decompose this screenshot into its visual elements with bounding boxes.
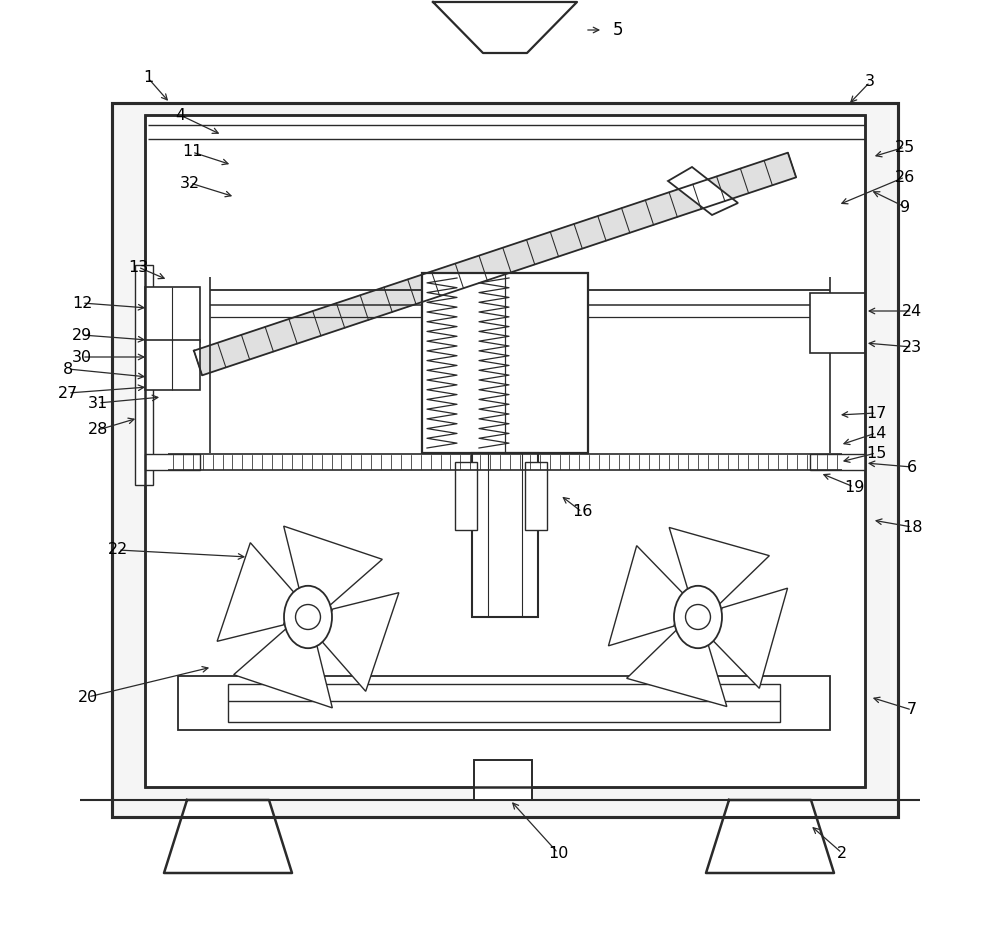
Text: 14: 14 — [866, 426, 886, 440]
Bar — [422, 273, 588, 453]
Bar — [472, 453, 538, 617]
Text: 20: 20 — [78, 689, 98, 705]
Text: 10: 10 — [548, 845, 568, 860]
Text: 17: 17 — [866, 405, 886, 421]
Text: 3: 3 — [865, 75, 875, 90]
Text: 18: 18 — [902, 520, 922, 535]
Text: 19: 19 — [844, 479, 864, 495]
Polygon shape — [433, 2, 577, 53]
Text: 22: 22 — [108, 542, 128, 558]
Text: 2: 2 — [837, 845, 847, 860]
Text: 31: 31 — [88, 396, 108, 411]
Bar — [228, 684, 780, 722]
Bar — [145, 115, 865, 787]
Bar — [145, 115, 865, 787]
Text: 26: 26 — [895, 169, 915, 184]
Text: 7: 7 — [907, 702, 917, 718]
Text: 30: 30 — [72, 350, 92, 364]
Polygon shape — [669, 527, 769, 603]
Bar — [145, 340, 200, 390]
Bar — [455, 462, 477, 530]
Polygon shape — [712, 588, 788, 688]
Polygon shape — [320, 593, 399, 691]
Text: 23: 23 — [902, 339, 922, 354]
Text: 28: 28 — [88, 423, 108, 438]
Polygon shape — [164, 800, 292, 873]
Text: 9: 9 — [900, 200, 910, 215]
Polygon shape — [627, 631, 727, 707]
Bar — [145, 454, 200, 470]
Text: 15: 15 — [866, 446, 886, 461]
Polygon shape — [234, 629, 332, 708]
Bar — [112, 103, 898, 817]
Circle shape — [296, 605, 320, 630]
Bar — [145, 287, 200, 342]
Text: 6: 6 — [907, 460, 917, 475]
Text: 12: 12 — [72, 295, 92, 311]
Text: 29: 29 — [72, 327, 92, 342]
Polygon shape — [706, 800, 834, 873]
Polygon shape — [668, 167, 738, 215]
Polygon shape — [217, 543, 296, 641]
Text: 24: 24 — [902, 303, 922, 318]
Bar — [474, 760, 532, 800]
Ellipse shape — [674, 586, 722, 648]
Circle shape — [686, 605, 710, 630]
Bar — [810, 454, 865, 470]
Text: 16: 16 — [572, 504, 592, 520]
Bar — [112, 103, 898, 817]
Bar — [135, 265, 153, 485]
Polygon shape — [608, 546, 684, 646]
Text: 5: 5 — [613, 21, 624, 39]
Text: 25: 25 — [895, 140, 915, 154]
Text: 8: 8 — [63, 362, 73, 376]
Text: 4: 4 — [175, 107, 185, 122]
Bar — [810, 293, 865, 353]
Text: 32: 32 — [180, 176, 200, 191]
Ellipse shape — [284, 586, 332, 648]
Bar — [178, 676, 830, 730]
Text: 13: 13 — [128, 260, 148, 275]
Polygon shape — [284, 526, 382, 605]
Bar — [525, 462, 547, 530]
Text: 11: 11 — [182, 144, 202, 159]
Text: 1: 1 — [143, 70, 153, 85]
Polygon shape — [194, 153, 796, 376]
Text: 27: 27 — [58, 386, 78, 401]
